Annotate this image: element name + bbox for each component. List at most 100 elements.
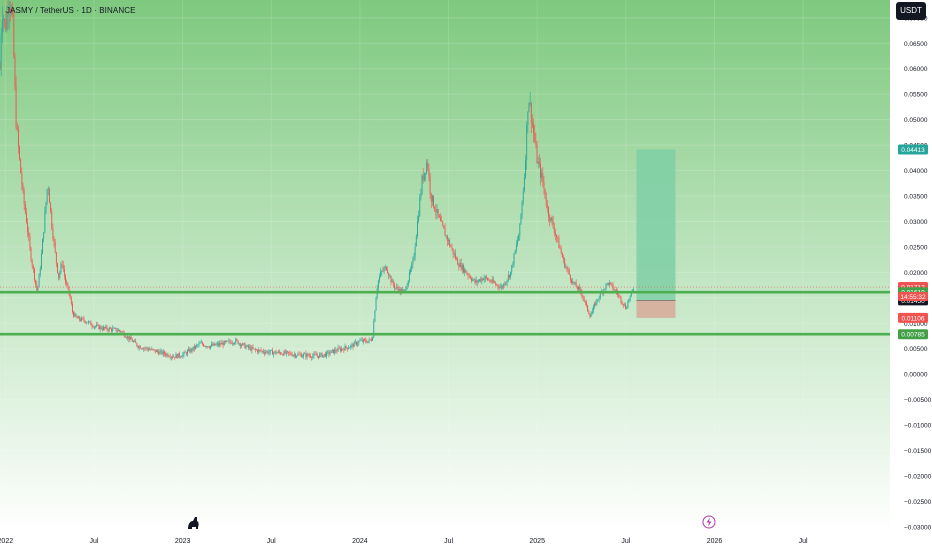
price-badges: 0.044130.017120.016100.014500.011060.007… <box>898 144 928 340</box>
stop-zone[interactable] <box>636 300 676 318</box>
candle-body <box>491 279 493 283</box>
candle-body <box>549 216 551 221</box>
candle-body <box>190 348 192 353</box>
candle-body <box>293 354 295 355</box>
y-tick-label: 0.00000 <box>904 372 928 379</box>
candle-body <box>415 235 417 247</box>
candle-body <box>410 269 411 272</box>
candle-body <box>54 242 56 253</box>
candle-body <box>467 273 469 276</box>
candle-body <box>322 354 324 358</box>
candle-body <box>536 144 538 164</box>
price-badge-label: 0.01106 <box>901 315 924 322</box>
candle-body <box>598 297 600 300</box>
candle-body <box>463 265 464 273</box>
candle-body <box>178 353 180 357</box>
target-zone[interactable] <box>636 149 676 301</box>
candle-body <box>192 346 194 351</box>
candle-body <box>231 343 233 344</box>
candle-body <box>88 321 89 323</box>
candle-body <box>480 279 482 282</box>
candle-body <box>127 336 129 338</box>
candle-body <box>551 217 553 221</box>
candle-body <box>77 316 79 319</box>
candle-body <box>325 353 326 357</box>
candle-body <box>242 343 244 346</box>
candle-body <box>431 195 433 202</box>
candle-body <box>368 339 370 342</box>
candle-body <box>434 207 436 211</box>
candle-body <box>221 342 223 345</box>
candle-body <box>621 301 623 304</box>
candle-body <box>137 346 139 348</box>
candle-body <box>441 220 443 222</box>
candle-body <box>557 237 559 239</box>
candle-body <box>130 336 132 340</box>
candle-body <box>253 348 255 350</box>
candle-body <box>563 257 564 259</box>
candle-body <box>582 295 584 299</box>
y-tick-label: −0.01500 <box>904 448 932 455</box>
price-badge <box>898 144 928 155</box>
candle-body <box>233 343 234 344</box>
candle-body <box>425 172 426 174</box>
y-tick-label: 0.03500 <box>904 194 928 201</box>
candle-body <box>11 8 12 13</box>
candle-body <box>412 260 414 265</box>
candle-body <box>259 349 261 351</box>
candle-body <box>502 286 503 288</box>
candle-body <box>522 190 524 202</box>
candle-body <box>565 266 567 268</box>
candle-body <box>177 353 179 358</box>
candle-body <box>119 330 121 331</box>
candle-body <box>14 56 16 87</box>
candle-body <box>69 292 71 299</box>
candle-body <box>529 102 531 104</box>
candle-body <box>333 349 334 354</box>
candle-body <box>580 288 582 293</box>
candle-body <box>584 301 586 303</box>
candle-body <box>220 343 222 345</box>
candle-body <box>168 356 170 358</box>
candle-body <box>469 276 471 279</box>
candle-body <box>411 264 413 270</box>
candle-body <box>46 189 48 203</box>
candle-body <box>169 356 171 358</box>
candle-body <box>571 279 572 283</box>
candle-body <box>298 354 300 355</box>
candle-body <box>379 276 380 281</box>
y-tick-label: 0.05500 <box>904 92 928 99</box>
candle-body <box>164 351 165 355</box>
level-lines-layer[interactable] <box>0 286 890 336</box>
candle-body <box>427 162 429 169</box>
candle-body <box>625 304 627 309</box>
candle-body <box>174 356 176 358</box>
candle-body <box>459 262 461 267</box>
candle-body <box>428 168 430 176</box>
position-tool[interactable] <box>636 149 676 318</box>
candle-body <box>627 301 629 308</box>
candle-body <box>208 347 210 349</box>
candle-body <box>112 328 114 332</box>
candle-body <box>472 279 474 281</box>
candle-body <box>113 328 115 329</box>
candle-body <box>365 339 367 342</box>
candle-body <box>560 249 562 254</box>
candle-body <box>185 352 187 355</box>
candle-body <box>95 326 96 327</box>
candle-body <box>362 339 364 342</box>
candle-body <box>167 353 169 357</box>
candle-body <box>450 245 452 248</box>
candle-body <box>3 19 4 20</box>
candle-body <box>523 177 525 191</box>
lightning-event-icon[interactable] <box>702 515 716 529</box>
currency-button[interactable]: USDT <box>896 2 926 20</box>
candle-body <box>109 327 111 329</box>
candle-body <box>404 289 406 291</box>
candle-body <box>114 328 116 329</box>
candle-body <box>398 289 400 293</box>
candle-body <box>181 356 183 358</box>
candle-body <box>151 348 153 350</box>
